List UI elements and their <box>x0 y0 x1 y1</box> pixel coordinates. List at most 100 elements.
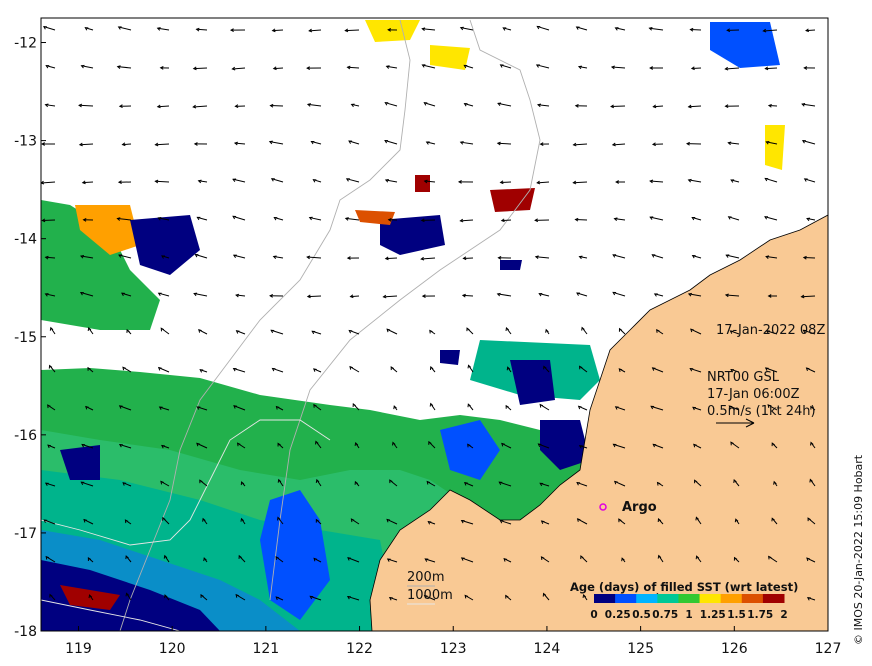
x-tick-label: 123 <box>440 641 467 657</box>
current-arrow <box>650 405 664 411</box>
current-arrow <box>345 217 360 221</box>
current-arrow-head <box>44 482 49 487</box>
current-arrow-head <box>802 255 807 260</box>
current-arrow-head <box>765 330 770 334</box>
current-arrows <box>41 25 816 601</box>
current-arrow-head <box>157 366 162 371</box>
current-arrow-head <box>41 142 45 146</box>
current-arrow-head <box>499 180 504 185</box>
current-arrow-head <box>349 294 354 299</box>
current-arrow-head <box>464 594 469 599</box>
current-arrow <box>802 103 816 107</box>
current-arrow-head <box>232 367 237 372</box>
current-arrow-head <box>121 292 125 297</box>
current-arrow <box>421 257 436 260</box>
current-arrow-head <box>805 28 810 33</box>
current-arrow-head <box>116 217 121 221</box>
current-arrow-head <box>459 26 464 31</box>
current-arrow <box>232 67 246 70</box>
current-arrow-head <box>537 443 542 447</box>
current-arrow <box>650 180 664 183</box>
current-arrow-head <box>349 365 354 370</box>
current-arrow-head <box>306 103 311 107</box>
current-arrow-head <box>124 519 129 524</box>
current-arrow <box>118 26 132 31</box>
current-arrow-head <box>687 178 692 183</box>
colorbar-tick-label: 1.75 <box>747 609 773 621</box>
current-arrow-head <box>47 444 52 449</box>
current-arrow-head <box>724 293 729 298</box>
current-arrow-head <box>277 516 281 521</box>
current-arrow-head <box>384 179 389 183</box>
colorbar-labels: 0 0.25 0.5 0.75 1 1.25 1.5 1.75 2 <box>590 609 787 621</box>
current-arrow-head <box>161 444 165 449</box>
current-arrow <box>728 142 740 145</box>
current-arrow-head <box>352 403 356 407</box>
current-arrow <box>612 143 626 146</box>
current-arrow-head <box>429 402 434 407</box>
current-arrow-head <box>344 217 349 221</box>
current-arrow-head <box>157 217 162 221</box>
current-arrow-head <box>576 518 581 522</box>
current-arrow <box>155 143 170 146</box>
current-arrow-head <box>467 403 471 408</box>
current-arrow-head <box>689 367 694 372</box>
current-arrow-head <box>420 256 425 261</box>
current-arrow <box>765 177 778 183</box>
current-arrow-head <box>306 255 311 260</box>
current-arrow-head <box>122 366 126 371</box>
x-tick-label: 127 <box>815 641 842 657</box>
current-arrow-head <box>80 481 85 486</box>
current-arrow-head <box>459 141 464 145</box>
current-arrow-head <box>536 25 541 30</box>
current-arrow-head <box>118 254 123 258</box>
current-arrow-head <box>87 326 92 331</box>
current-arrow-head <box>771 442 775 447</box>
current-arrow-head <box>727 216 732 220</box>
current-arrow-head <box>767 103 772 108</box>
current-arrow-head <box>771 517 775 522</box>
current-arrow <box>801 295 816 298</box>
current-arrow-head <box>233 141 238 146</box>
current-arrow-head <box>649 66 654 70</box>
current-arrow-head <box>118 405 123 409</box>
current-arrow-head <box>535 64 540 68</box>
current-arrow-head <box>234 104 239 109</box>
current-arrow-head <box>229 28 234 32</box>
current-arrow-head <box>690 328 694 333</box>
current-arrow <box>764 216 778 221</box>
current-arrow <box>573 143 588 146</box>
current-arrow <box>802 140 816 145</box>
current-arrow-head <box>806 597 811 601</box>
current-arrow-head <box>614 406 619 410</box>
argo-float-icon <box>599 503 607 511</box>
current-arrow <box>346 178 360 183</box>
current-arrow <box>79 104 94 107</box>
current-arrow-head <box>195 27 200 32</box>
current-arrow-head <box>156 27 161 31</box>
current-arrow-head <box>463 103 468 107</box>
current-arrow-head <box>235 293 240 298</box>
current-arrow-head <box>534 255 539 259</box>
current-arrow <box>307 256 322 259</box>
current-arrow-head <box>118 104 123 109</box>
current-arrow-head <box>611 142 616 147</box>
current-arrow-head <box>122 482 127 486</box>
current-arrow-head <box>578 255 583 260</box>
current-arrow-head <box>768 555 772 560</box>
current-arrow-head <box>806 557 810 562</box>
current-arrow-head <box>421 294 426 298</box>
current-arrow-head <box>540 520 545 525</box>
current-arrow-head <box>467 364 472 369</box>
current-arrow-head <box>574 217 579 222</box>
current-arrow-head <box>232 178 237 182</box>
current-arrow-head <box>424 558 429 562</box>
current-arrow <box>612 254 626 259</box>
current-arrow-head <box>81 443 86 448</box>
x-tick-label: 120 <box>159 641 186 657</box>
current-arrow-head <box>232 215 237 220</box>
current-arrow <box>45 104 56 107</box>
current-arrow-head <box>306 66 311 70</box>
current-arrow-head <box>462 256 467 261</box>
current-arrow-head <box>648 26 653 31</box>
